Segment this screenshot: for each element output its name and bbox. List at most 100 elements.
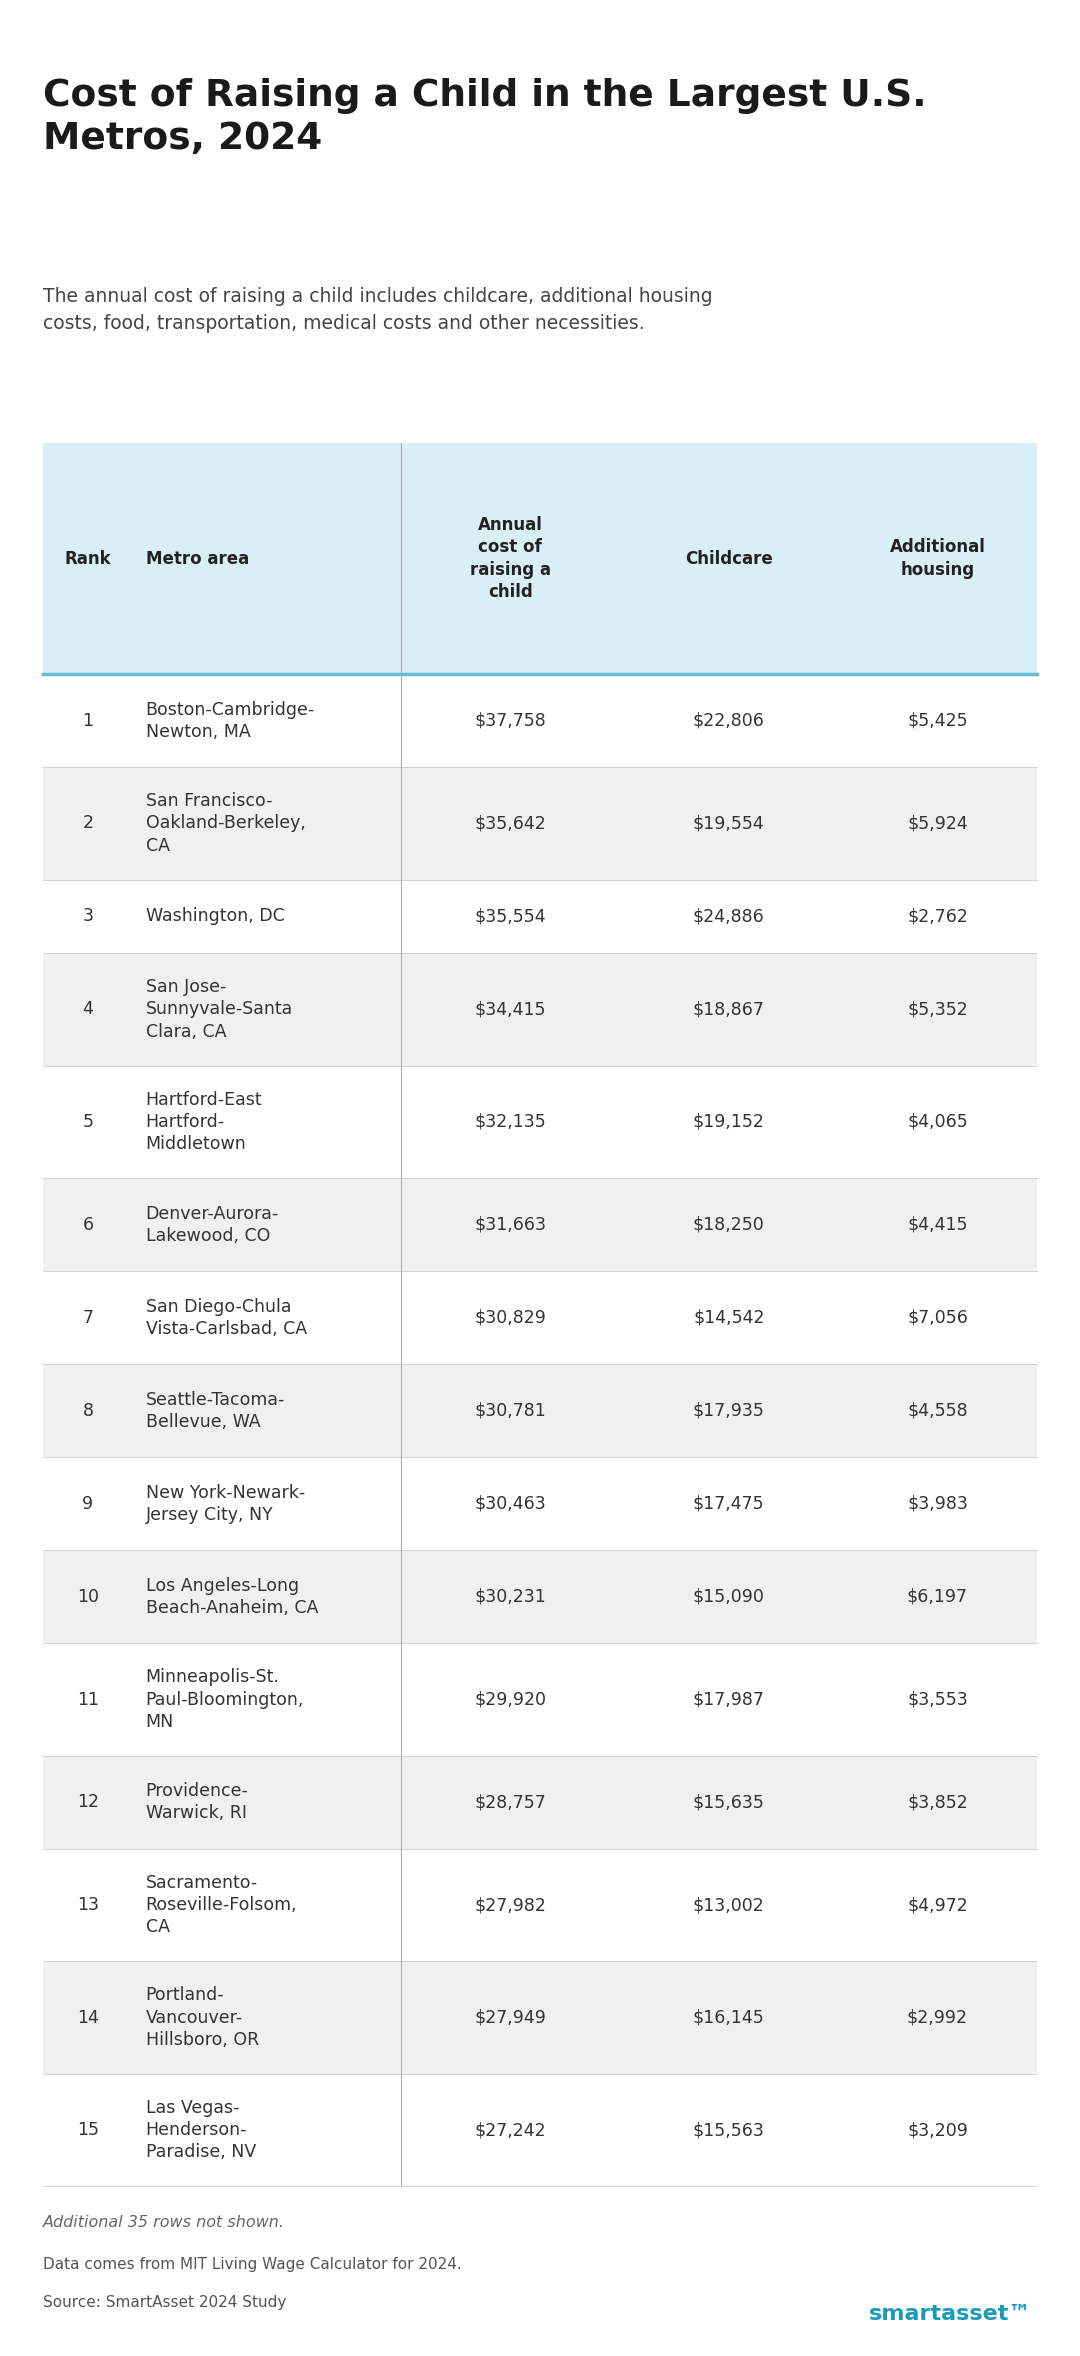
Text: Portland-
Vancouver-
Hillsboro, OR: Portland- Vancouver- Hillsboro, OR [146,1986,259,2050]
Text: $2,992: $2,992 [907,2010,968,2026]
Text: $30,231: $30,231 [474,1588,546,1607]
Text: 1: 1 [82,712,93,730]
Text: $30,781: $30,781 [474,1402,546,1421]
Bar [43,674,1037,768]
Text: $28,757: $28,757 [474,1793,546,1812]
Text: $3,553: $3,553 [907,1692,968,1708]
Text: Los Angeles-Long
Beach-Anaheim, CA: Los Angeles-Long Beach-Anaheim, CA [146,1576,318,1616]
Text: Source: SmartAsset 2024 Study: Source: SmartAsset 2024 Study [43,2295,286,2309]
Bar [43,1178,1037,1272]
Bar [43,1755,1037,1849]
Text: $34,415: $34,415 [474,1001,546,1018]
Text: $15,563: $15,563 [693,2120,765,2139]
Text: 2: 2 [82,815,93,832]
Text: Las Vegas-
Henderson-
Paradise, NV: Las Vegas- Henderson- Paradise, NV [146,2099,256,2160]
Text: Additional
housing: Additional housing [890,540,985,580]
Text: Sacramento-
Roseville-Folsom,
CA: Sacramento- Roseville-Folsom, CA [146,1873,297,1937]
Bar [43,1960,1037,2073]
Text: San Diego-Chula
Vista-Carlsbad, CA: San Diego-Chula Vista-Carlsbad, CA [146,1298,307,1338]
Text: $18,250: $18,250 [693,1216,765,1235]
Text: $30,463: $30,463 [474,1494,546,1513]
Text: $4,558: $4,558 [907,1402,968,1421]
Text: San Jose-
Sunnyvale-Santa
Clara, CA: San Jose- Sunnyvale-Santa Clara, CA [146,978,293,1041]
Text: Seattle-Tacoma-
Bellevue, WA: Seattle-Tacoma- Bellevue, WA [146,1390,285,1430]
Text: $24,886: $24,886 [693,907,765,926]
Text: $14,542: $14,542 [693,1308,765,1326]
Text: Boston-Cambridge-
Newton, MA: Boston-Cambridge- Newton, MA [146,700,315,740]
Bar [43,879,1037,954]
Text: $27,982: $27,982 [474,1897,546,1913]
Text: $5,924: $5,924 [907,815,968,832]
Text: $4,972: $4,972 [907,1897,968,1913]
Text: 4: 4 [82,1001,93,1018]
Text: Denver-Aurora-
Lakewood, CO: Denver-Aurora- Lakewood, CO [146,1204,279,1244]
Bar [43,1849,1037,1960]
Text: $17,987: $17,987 [693,1692,765,1708]
Text: The annual cost of raising a child includes childcare, additional housing
costs,: The annual cost of raising a child inclu… [43,287,713,332]
Text: 9: 9 [82,1494,94,1513]
Text: $5,352: $5,352 [907,1001,968,1018]
Bar [43,1550,1037,1642]
Text: $4,415: $4,415 [907,1216,968,1235]
Text: Metro area: Metro area [146,549,248,568]
Text: 6: 6 [82,1216,94,1235]
Text: 15: 15 [77,2120,99,2139]
Bar [43,1065,1037,1178]
Text: 7: 7 [82,1308,93,1326]
Text: Cost of Raising a Child in the Largest U.S.
Metros, 2024: Cost of Raising a Child in the Largest U… [43,78,927,158]
Text: $3,983: $3,983 [907,1494,968,1513]
Bar [43,1458,1037,1550]
Text: $32,135: $32,135 [474,1112,546,1131]
Bar [43,1272,1037,1364]
Text: $19,152: $19,152 [693,1112,765,1131]
Text: Minneapolis-St.
Paul-Bloomington,
MN: Minneapolis-St. Paul-Bloomington, MN [146,1668,303,1732]
Text: $22,806: $22,806 [693,712,765,730]
Text: $17,935: $17,935 [693,1402,765,1421]
Text: 8: 8 [82,1402,93,1421]
Text: $30,829: $30,829 [474,1308,546,1326]
Text: $7,056: $7,056 [907,1308,968,1326]
Text: Additional 35 rows not shown.: Additional 35 rows not shown. [43,2215,285,2229]
Text: $6,197: $6,197 [907,1588,968,1607]
Text: $35,642: $35,642 [474,815,546,832]
Text: smartasset™: smartasset™ [868,2304,1031,2323]
Text: New York-Newark-
Jersey City, NY: New York-Newark- Jersey City, NY [146,1484,305,1524]
Text: 13: 13 [77,1897,99,1913]
Text: $16,145: $16,145 [693,2010,765,2026]
Text: 14: 14 [77,2010,99,2026]
Text: San Francisco-
Oakland-Berkeley,
CA: San Francisco- Oakland-Berkeley, CA [146,792,306,855]
Bar [43,443,1037,674]
Text: Washington, DC: Washington, DC [146,907,284,926]
Text: $3,852: $3,852 [907,1793,968,1812]
Bar [43,1642,1037,1755]
Text: $35,554: $35,554 [474,907,546,926]
Text: 10: 10 [77,1588,99,1607]
Text: $15,635: $15,635 [693,1793,765,1812]
Bar [43,768,1037,879]
Text: 5: 5 [82,1112,93,1131]
Text: $18,867: $18,867 [693,1001,765,1018]
Text: Hartford-East
Hartford-
Middletown: Hartford-East Hartford- Middletown [146,1091,262,1152]
Text: $5,425: $5,425 [907,712,968,730]
Text: $3,209: $3,209 [907,2120,968,2139]
Text: $13,002: $13,002 [693,1897,765,1913]
Text: $37,758: $37,758 [474,712,546,730]
Text: 3: 3 [82,907,93,926]
Text: Childcare: Childcare [685,549,772,568]
Bar [43,1364,1037,1458]
Text: Providence-
Warwick, RI: Providence- Warwick, RI [146,1781,248,1824]
Text: $15,090: $15,090 [693,1588,765,1607]
Text: Annual
cost of
raising a
child: Annual cost of raising a child [470,516,551,601]
Text: Rank: Rank [65,549,111,568]
Text: $17,475: $17,475 [693,1494,765,1513]
Text: $19,554: $19,554 [693,815,765,832]
Text: $27,242: $27,242 [474,2120,546,2139]
Text: Data comes from MIT Living Wage Calculator for 2024.: Data comes from MIT Living Wage Calculat… [43,2257,462,2271]
Bar [43,954,1037,1065]
Text: 12: 12 [77,1793,99,1812]
Text: $4,065: $4,065 [907,1112,968,1131]
Bar [43,2073,1037,2186]
Text: $31,663: $31,663 [474,1216,546,1235]
Text: 11: 11 [77,1692,99,1708]
Text: $27,949: $27,949 [474,2010,546,2026]
